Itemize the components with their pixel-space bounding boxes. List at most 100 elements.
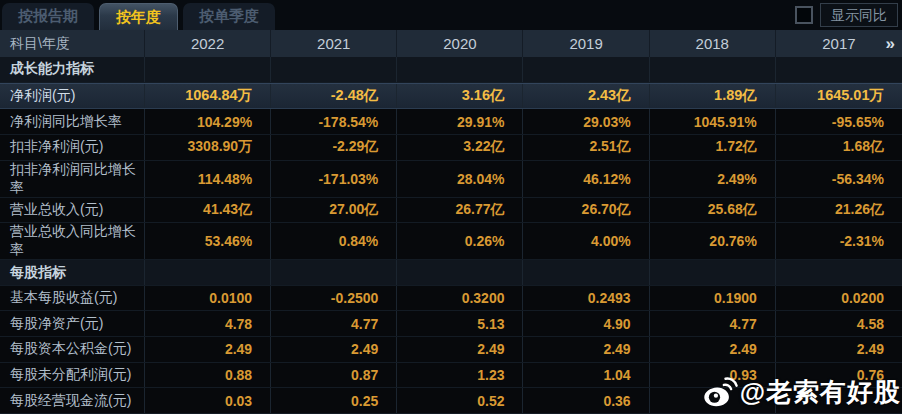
value-cell: 114.48% (145, 161, 271, 197)
value-cell: 0.0200 (776, 286, 902, 311)
tab-by-report-period[interactable]: 按报告期 (2, 3, 94, 30)
value-cell: 1.68亿 (776, 135, 902, 160)
value-cell: 4.78 (145, 311, 271, 336)
value-cell (397, 260, 523, 285)
value-cell: 3.22亿 (397, 135, 523, 160)
value-cell: 0.3200 (397, 286, 523, 311)
table-row[interactable]: 每股资本公积金(元)2.492.492.492.492.492.49 (0, 337, 902, 363)
value-cell: 2.49 (145, 337, 271, 362)
more-years-icon[interactable]: » (886, 34, 895, 54)
value-cell: -2.31% (776, 223, 902, 259)
value-cell: 0.1900 (650, 286, 776, 311)
value-cell: 53.46% (145, 223, 271, 259)
year-column-header: 2018 (650, 30, 776, 57)
table-row[interactable]: 扣非净利润同比增长率114.48%-171.03%28.04%46.12%2.4… (0, 161, 902, 198)
value-cell: 2.43亿 (523, 84, 649, 109)
value-cell: 2.49 (271, 337, 397, 362)
value-cell: 4.77 (650, 311, 776, 336)
tab-by-quarter[interactable]: 按单季度 (183, 3, 275, 30)
value-cell: -0.2500 (271, 286, 397, 311)
row-label: 扣非净利润同比增长率 (0, 161, 145, 197)
value-cell: 26.77亿 (397, 198, 523, 223)
value-cell: 2.49% (650, 161, 776, 197)
value-cell: 4.00% (523, 223, 649, 259)
table-body: 成长能力指标净利润(元)1064.84万-2.48亿3.16亿2.43亿1.89… (0, 57, 902, 414)
value-cell: 29.03% (523, 109, 649, 134)
value-cell: 29.91% (397, 109, 523, 134)
value-cell: 0.0100 (145, 286, 271, 311)
value-cell (397, 57, 523, 82)
value-cell: 1645.01万 (776, 84, 902, 109)
section-header-row: 每股指标 (0, 260, 902, 286)
row-label: 扣非净利润(元) (0, 135, 145, 160)
value-cell: 21.26亿 (776, 198, 902, 223)
year-column-header: 2020 (397, 30, 523, 57)
value-cell (776, 57, 902, 82)
value-cell: 0.88 (145, 363, 271, 388)
value-cell: 1064.84万 (145, 84, 271, 109)
value-cell: 5.13 (397, 311, 523, 336)
value-cell: 1045.91% (650, 109, 776, 134)
value-cell: 46.12% (523, 161, 649, 197)
table-row[interactable]: 营业总收入同比增长率53.46%0.84%0.26%4.00%20.76%-2.… (0, 223, 902, 260)
value-cell: 1.23 (397, 363, 523, 388)
value-cell (145, 57, 271, 82)
value-cell: 0.25 (271, 388, 397, 413)
value-cell (271, 260, 397, 285)
value-cell: 4.90 (523, 311, 649, 336)
value-cell: 1.89亿 (650, 84, 776, 109)
value-cell: 1.04 (523, 363, 649, 388)
value-cell: 0.26% (397, 223, 523, 259)
table-row[interactable]: 每股经营现金流(元)0.030.250.520.36 (0, 388, 902, 414)
year-column-header: 2017» (776, 30, 902, 57)
show-yoy-button[interactable]: 显示同比 (820, 3, 898, 27)
table-row[interactable]: 净利润(元)1064.84万-2.48亿3.16亿2.43亿1.89亿1645.… (0, 83, 902, 110)
table-row[interactable]: 基本每股收益(元)0.0100-0.25000.32000.24930.1900… (0, 286, 902, 312)
row-label: 每股资本公积金(元) (0, 337, 145, 362)
yoy-controls: 显示同比 (795, 3, 898, 30)
value-cell: 0.87 (271, 363, 397, 388)
value-cell: 2.49 (523, 337, 649, 362)
table-row[interactable]: 扣非净利润(元)3308.90万-2.29亿3.22亿2.51亿1.72亿1.6… (0, 135, 902, 161)
table-header: 科目\年度 202220212020201920182017» (0, 30, 902, 57)
value-cell (523, 57, 649, 82)
row-label: 净利润(元) (0, 84, 145, 109)
table-row[interactable]: 每股未分配利润(元)0.880.871.231.040.930.76 (0, 363, 902, 389)
value-cell: 1.72亿 (650, 135, 776, 160)
value-cell: -56.34% (776, 161, 902, 197)
row-label: 营业总收入(元) (0, 198, 145, 223)
value-cell: 41.43亿 (145, 198, 271, 223)
value-cell: 28.04% (397, 161, 523, 197)
value-cell: -95.65% (776, 109, 902, 134)
table-row[interactable]: 营业总收入(元)41.43亿27.00亿26.77亿26.70亿25.68亿21… (0, 198, 902, 224)
value-cell: 0.2493 (523, 286, 649, 311)
value-cell: 3308.90万 (145, 135, 271, 160)
value-cell (650, 57, 776, 82)
value-cell: 0.93 (650, 363, 776, 388)
show-yoy-checkbox[interactable] (795, 6, 813, 24)
value-cell (523, 260, 649, 285)
table-row[interactable]: 净利润同比增长率104.29%-178.54%29.91%29.03%1045.… (0, 109, 902, 135)
value-cell: 20.76% (650, 223, 776, 259)
tab-bar: 按报告期 按年度 按单季度 显示同比 (0, 0, 902, 30)
value-cell (271, 57, 397, 82)
section-header-row: 成长能力指标 (0, 57, 902, 83)
value-cell: 0.76 (776, 363, 902, 388)
row-label: 营业总收入同比增长率 (0, 223, 145, 259)
value-cell: 27.00亿 (271, 198, 397, 223)
value-cell (650, 388, 776, 413)
row-label: 每股经营现金流(元) (0, 388, 145, 413)
row-label: 成长能力指标 (0, 57, 145, 82)
row-label: 每股指标 (0, 260, 145, 285)
corner-label: 科目\年度 (0, 30, 145, 57)
value-cell (145, 260, 271, 285)
tab-by-year[interactable]: 按年度 (99, 3, 178, 30)
value-cell: -171.03% (271, 161, 397, 197)
table-row[interactable]: 每股净资产(元)4.784.775.134.904.774.58 (0, 311, 902, 337)
value-cell (776, 260, 902, 285)
row-label: 每股净资产(元) (0, 311, 145, 336)
financial-indicators-panel: 按报告期 按年度 按单季度 显示同比 科目\年度 202220212020201… (0, 0, 902, 414)
row-label: 每股未分配利润(元) (0, 363, 145, 388)
value-cell: 25.68亿 (650, 198, 776, 223)
value-cell (650, 260, 776, 285)
